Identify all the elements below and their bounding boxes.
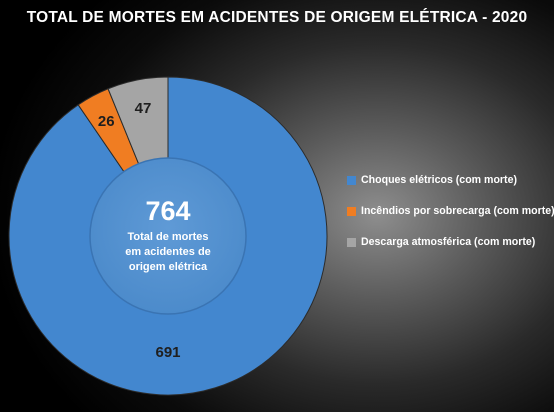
legend-swatch-descarga	[347, 237, 356, 247]
donut-center	[89, 157, 247, 315]
data-label-choques: 691	[155, 344, 180, 361]
legend-item-choques: Choques elétricos (com morte)	[347, 173, 554, 187]
data-label-incendios: 26	[98, 113, 115, 130]
center-total: 764	[145, 196, 190, 226]
legend-label-incendios: Incêndios por sobrecarga (com morte)	[361, 205, 554, 217]
legend: Choques elétricos (com morte) Incêndios …	[347, 173, 554, 266]
legend-swatch-incendios	[347, 206, 356, 216]
center-caption-line: em acidentes de	[125, 246, 211, 258]
legend-label-choques: Choques elétricos (com morte)	[361, 174, 517, 186]
center-caption-line: Total de mortes	[127, 231, 208, 243]
legend-label-descarga: Descarga atmosférica (com morte)	[361, 236, 536, 248]
chart-title: TOTAL DE MORTES EM ACIDENTES DE ORIGEM E…	[26, 9, 528, 26]
legend-item-incendios: Incêndios por sobrecarga (com morte)	[347, 204, 554, 218]
data-label-descarga: 47	[135, 100, 152, 117]
center-caption-line: origem elétrica	[129, 261, 208, 273]
legend-item-descarga: Descarga atmosférica (com morte)	[347, 235, 554, 249]
legend-swatch-choques	[347, 175, 356, 185]
